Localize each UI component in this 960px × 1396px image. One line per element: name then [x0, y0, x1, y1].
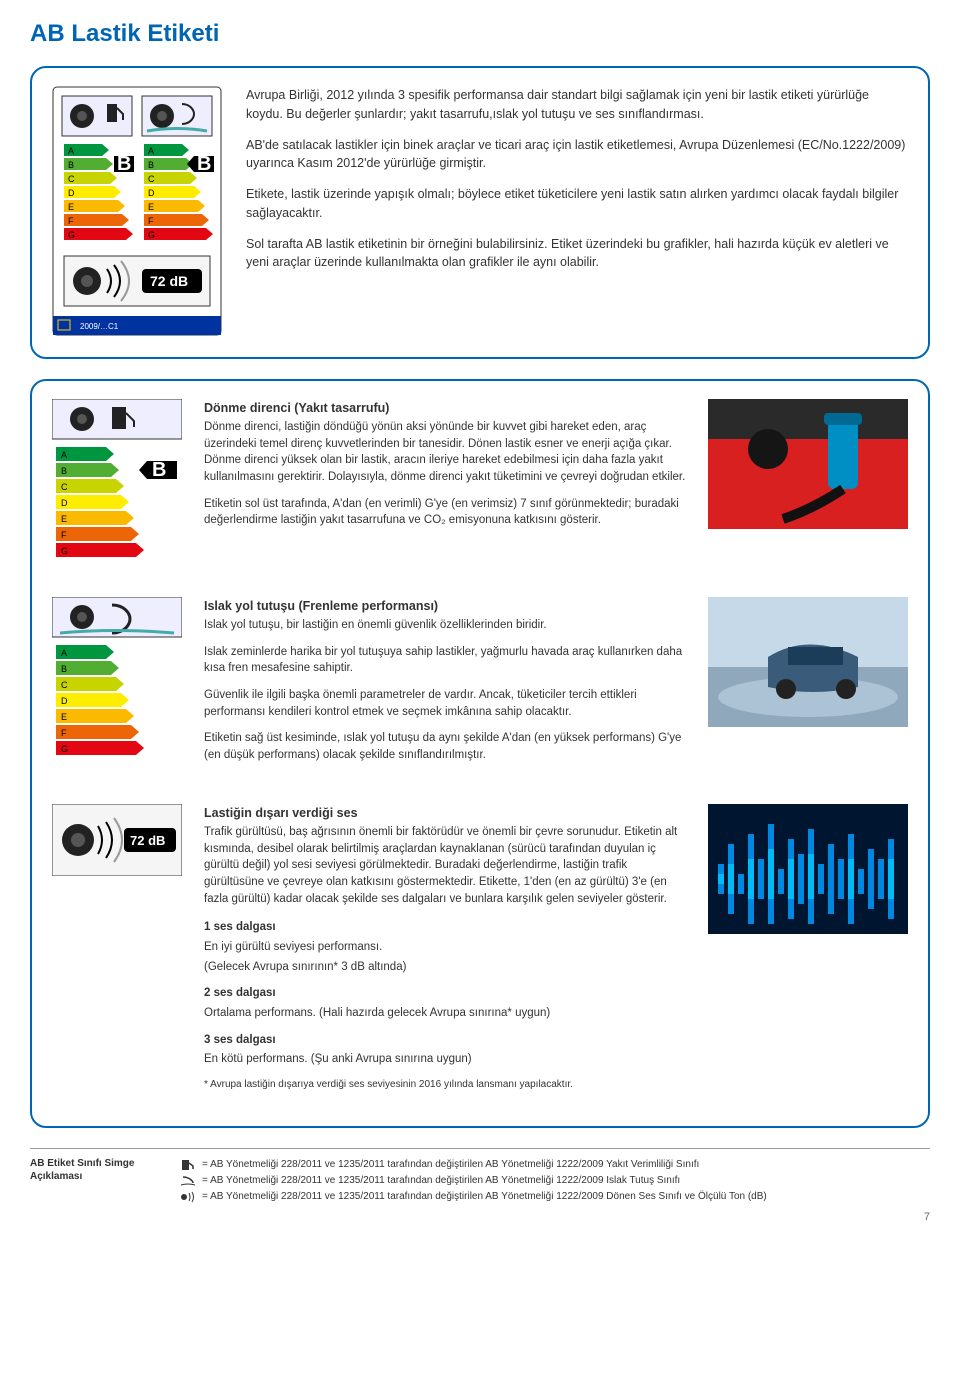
svg-text:A: A [61, 450, 67, 460]
svg-text:D: D [61, 696, 68, 706]
fuel-title: Dönme direnci (Yakıt tasarrufu) [204, 399, 686, 417]
footer-line-2: = AB Yönetmeliği 228/2011 ve 1235/2011 t… [180, 1173, 767, 1189]
footer-line-1: = AB Yönetmeliği 228/2011 ve 1235/2011 t… [180, 1157, 767, 1173]
svg-text:G: G [148, 230, 155, 240]
intro-p1: Avrupa Birliği, 2012 yılında 3 spesifik … [246, 86, 908, 124]
wave1-h: 1 ses dalgası [204, 921, 276, 933]
svg-text:B: B [117, 153, 131, 175]
wet-row: A B C D E F G Islak yol tutuşu (Frenleme… [52, 597, 908, 774]
fuel-photo [708, 399, 908, 529]
fuel-mini-icon [180, 1159, 196, 1171]
svg-text:72 dB: 72 dB [130, 833, 165, 848]
svg-text:C: C [148, 174, 155, 184]
svg-text:C: C [61, 482, 68, 492]
svg-text:F: F [148, 216, 154, 226]
footer-legend: AB Etiket Sınıfı Simge Açıklaması = AB Y… [30, 1148, 930, 1205]
svg-text:B: B [197, 153, 211, 175]
svg-text:D: D [68, 188, 75, 198]
noise-p1: Trafik gürültüsü, baş ağrısının önemli b… [204, 824, 686, 907]
svg-text:D: D [148, 188, 155, 198]
fuel-p2: Etiketin sol üst tarafında, A'dan (en ve… [204, 496, 686, 529]
noise-icon: 72 dB [52, 804, 182, 879]
noise-title: Lastiğin dışarı verdiği ses [204, 804, 686, 822]
svg-text:D: D [61, 498, 68, 508]
wave3-h: 3 ses dalgası [204, 1034, 276, 1046]
svg-text:C: C [61, 680, 68, 690]
svg-text:B: B [61, 466, 67, 476]
wet-p3: Güvenlik ile ilgili başka önemli paramet… [204, 687, 686, 720]
svg-text:A: A [61, 648, 67, 658]
wet-p2: Islak zeminlerde harika bir yol tutuşuya… [204, 644, 686, 677]
svg-text:B: B [61, 664, 67, 674]
svg-text:E: E [61, 712, 67, 722]
svg-text:2009/…C1: 2009/…C1 [80, 322, 119, 331]
svg-text:B: B [68, 160, 74, 170]
svg-text:72 dB: 72 dB [150, 273, 188, 289]
wave2-text: Ortalama performans. (Hali hazırda gelec… [204, 1005, 686, 1022]
page-title: AB Lastik Etiketi [30, 20, 930, 48]
footer-label: AB Etiket Sınıfı Simge Açıklaması [30, 1157, 150, 1183]
wave1-sub: (Gelecek Avrupa sınırının* 3 dB altında) [204, 959, 686, 976]
svg-text:A: A [68, 146, 74, 156]
noise-footnote: * Avrupa lastiğin dışarıya verdiği ses s… [204, 1078, 686, 1093]
svg-text:G: G [68, 230, 75, 240]
svg-text:F: F [61, 530, 67, 540]
noise-photo [708, 804, 908, 934]
noise-row: 72 dB Lastiğin dışarı verdiği ses Trafik… [52, 804, 908, 1096]
intro-p2: AB'de satılacak lastikler için binek ara… [246, 136, 908, 174]
svg-text:B: B [152, 459, 166, 481]
intro-box: A B C D E F G A B C D E [30, 66, 930, 359]
footer-line-3: = AB Yönetmeliği 228/2011 ve 1235/2011 t… [180, 1189, 767, 1205]
wet-p1: Islak yol tutuşu, bir lastiğin en önemli… [204, 617, 686, 634]
wave3-text: En kötü performans. (Şu anki Avrupa sını… [204, 1051, 686, 1068]
svg-text:G: G [61, 744, 68, 754]
svg-text:E: E [148, 202, 154, 212]
page-number: 7 [30, 1211, 930, 1223]
tyre-label-full: A B C D E F G A B C D E [52, 86, 222, 339]
intro-p3: Etikete, lastik üzerinde yapışık olmalı;… [246, 185, 908, 223]
fuel-p1: Dönme direnci, lastiğin döndüğü yönün ak… [204, 419, 686, 486]
features-box: A B C D E F G B Dönme direnci (Yakıt tas… [30, 379, 930, 1128]
fuel-grade-icon: A B C D E F G B [52, 399, 182, 567]
wave1-text: En iyi gürültü seviyesi performansı. [204, 939, 686, 956]
svg-text:F: F [68, 216, 74, 226]
wet-p4: Etiketin sağ üst kesiminde, ıslak yol tu… [204, 730, 686, 763]
svg-text:C: C [68, 174, 75, 184]
fuel-row: A B C D E F G B Dönme direnci (Yakıt tas… [52, 399, 908, 567]
wave2-h: 2 ses dalgası [204, 987, 276, 999]
svg-text:E: E [61, 514, 67, 524]
svg-text:G: G [61, 546, 68, 556]
wet-grade-icon: A B C D E F G [52, 597, 182, 765]
svg-text:E: E [68, 202, 74, 212]
wet-mini-icon [180, 1175, 196, 1187]
svg-text:B: B [148, 160, 154, 170]
wet-title: Islak yol tutuşu (Frenleme performansı) [204, 597, 686, 615]
noise-mini-icon [180, 1191, 196, 1203]
wet-photo [708, 597, 908, 727]
intro-text: Avrupa Birliği, 2012 yılında 3 spesifik … [246, 86, 908, 339]
svg-text:F: F [61, 728, 67, 738]
svg-text:A: A [148, 146, 154, 156]
intro-p4: Sol tarafta AB lastik etiketinin bir örn… [246, 235, 908, 273]
